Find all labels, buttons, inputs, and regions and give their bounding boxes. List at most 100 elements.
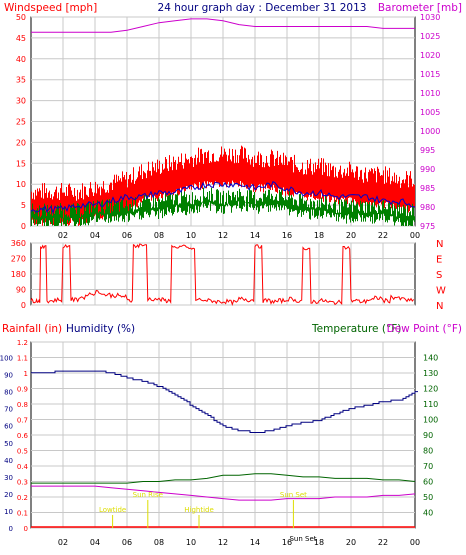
page-title: 24 hour graph day : December 31 2013 <box>158 2 367 14</box>
direction-tick-label: 180 <box>11 270 26 279</box>
windspeed-tick-label: 25 <box>16 118 26 127</box>
humidity-tick-label: 90 <box>4 372 13 380</box>
barometer-tick-label: 985 <box>420 184 435 193</box>
humidity-tick-label: 70 <box>4 406 13 414</box>
event-label: Sun Rise <box>133 491 163 499</box>
barometer-line <box>31 18 415 33</box>
direction-line <box>30 243 415 306</box>
x-tick-label: 02 <box>58 231 68 240</box>
x-tick-label: 20 <box>346 538 356 547</box>
x-tick-label: 10 <box>186 538 196 547</box>
direction-tick-label: 0 <box>21 301 26 310</box>
humidity-tick-label: 10 <box>4 508 13 516</box>
barometer-tick-label: 1020 <box>420 51 440 60</box>
windspeed-tick-label: 15 <box>16 159 26 168</box>
x-tick-label: 08 <box>154 231 164 240</box>
x-tick-label: 04 <box>90 538 100 547</box>
event-label: Hightide <box>184 506 214 514</box>
temperature-tick-label: 60 <box>423 478 433 487</box>
temperature-tick-label: 140 <box>423 354 438 363</box>
windspeed-tick-label: 45 <box>16 34 26 43</box>
windspeed-axis-title: Windspeed [mph] <box>4 2 97 14</box>
compass-tick-label: E <box>436 255 442 266</box>
rainfall-tick-label: 0.8 <box>17 401 28 409</box>
compass-tick-label: N <box>436 301 443 312</box>
average-wind-line <box>30 180 416 215</box>
x-tick-label: 12 <box>218 538 228 547</box>
barometer-tick-label: 1005 <box>420 108 440 117</box>
humidity-axis-title: Humidity (%) <box>66 323 135 335</box>
barometer-tick-label: 975 <box>420 222 435 231</box>
compass-tick-label: S <box>436 270 442 281</box>
wind-marks <box>30 18 416 226</box>
temperature-tick-label: 100 <box>423 416 438 425</box>
rainfall-tick-label: 1 <box>24 370 28 378</box>
rainfall-tick-label: 0.5 <box>17 448 28 456</box>
barometer-tick-label: 1015 <box>420 70 440 79</box>
rainfall-axis-title: Rainfall (in) <box>2 323 62 335</box>
humidity-line <box>31 370 418 433</box>
windspeed-tick-label: 30 <box>16 97 26 106</box>
humidity-tick-label: 50 <box>4 440 13 448</box>
compass-tick-label: W <box>436 286 446 297</box>
barometer-tick-label: 1000 <box>420 127 440 136</box>
direction-marks <box>30 243 415 306</box>
x-tick-label: 20 <box>346 231 356 240</box>
windspeed-tick-label: 10 <box>16 180 26 189</box>
windspeed-tick-label: 5 <box>21 201 26 210</box>
humidity-tick-label: 30 <box>4 474 13 482</box>
x-tick-label: 08 <box>154 538 164 547</box>
humidity-tick-label: 100 <box>0 355 13 363</box>
x-tick-label: 02 <box>58 538 68 547</box>
temperature-tick-label: 90 <box>423 431 433 440</box>
temperature-tick-label: 110 <box>423 400 438 409</box>
x-tick-label: 16 <box>282 538 292 547</box>
barometer-tick-label: 995 <box>420 146 435 155</box>
temperature-line <box>31 473 416 484</box>
x-tick-label: 10 <box>186 231 196 240</box>
event-label: Sun Set <box>280 491 307 499</box>
rainfall-tick-label: 0.9 <box>17 386 28 394</box>
barometer-tick-label: 990 <box>420 165 435 174</box>
rainfall-tick-label: 0.4 <box>17 463 29 471</box>
humidity-tick-label: 80 <box>4 389 13 397</box>
temperature-tick-label: 130 <box>423 369 438 378</box>
x-tick-label: 18 <box>314 231 324 240</box>
x-tick-label: 06 <box>122 231 132 240</box>
dewpoint-line <box>31 485 416 501</box>
barometer-axis-title: Barometer [mb] <box>378 2 462 14</box>
x-tick-label: 00 <box>410 231 420 240</box>
x-tick-label: 14 <box>250 538 260 547</box>
event-label: Sun Set <box>289 535 316 543</box>
temperature-tick-label: 50 <box>423 493 433 502</box>
humidity-tick-label: 0 <box>9 525 13 533</box>
barometer-tick-label: 1010 <box>420 89 440 98</box>
windspeed-tick-label: 40 <box>16 55 26 64</box>
direction-tick-label: 360 <box>11 239 26 248</box>
event-label: Lowtide <box>99 506 126 514</box>
rainfall-tick-label: 0.1 <box>17 510 28 518</box>
humidity-tick-label: 60 <box>4 423 13 431</box>
rainfall-tick-label: 0.2 <box>17 494 28 502</box>
barometer-tick-label: 1025 <box>420 32 440 41</box>
windspeed-tick-label: 0 <box>21 222 26 231</box>
barometer-tick-label: 980 <box>420 203 435 212</box>
humidity-tick-label: 20 <box>4 491 13 499</box>
x-tick-label: 22 <box>378 538 388 547</box>
rainfall-tick-label: 0.6 <box>17 432 29 440</box>
rainfall-tick-label: 0 <box>24 525 28 533</box>
windspeed-tick-label: 20 <box>16 138 26 147</box>
temperature-tick-label: 40 <box>423 509 433 518</box>
dewpoint-axis-title: Dew Point (°F) <box>387 323 462 335</box>
barometer-tick-label: 1030 <box>420 13 440 22</box>
x-tick-label: 14 <box>250 231 260 240</box>
rainfall-tick-label: 0.3 <box>17 479 28 487</box>
direction-tick-label: 270 <box>11 255 26 264</box>
windspeed-tick-label: 50 <box>16 13 26 22</box>
temperature-tick-label: 80 <box>423 447 433 456</box>
x-tick-label: 04 <box>90 231 100 240</box>
rainfall-tick-label: 1.2 <box>17 339 28 347</box>
rainfall-tick-label: 1.1 <box>17 355 28 363</box>
